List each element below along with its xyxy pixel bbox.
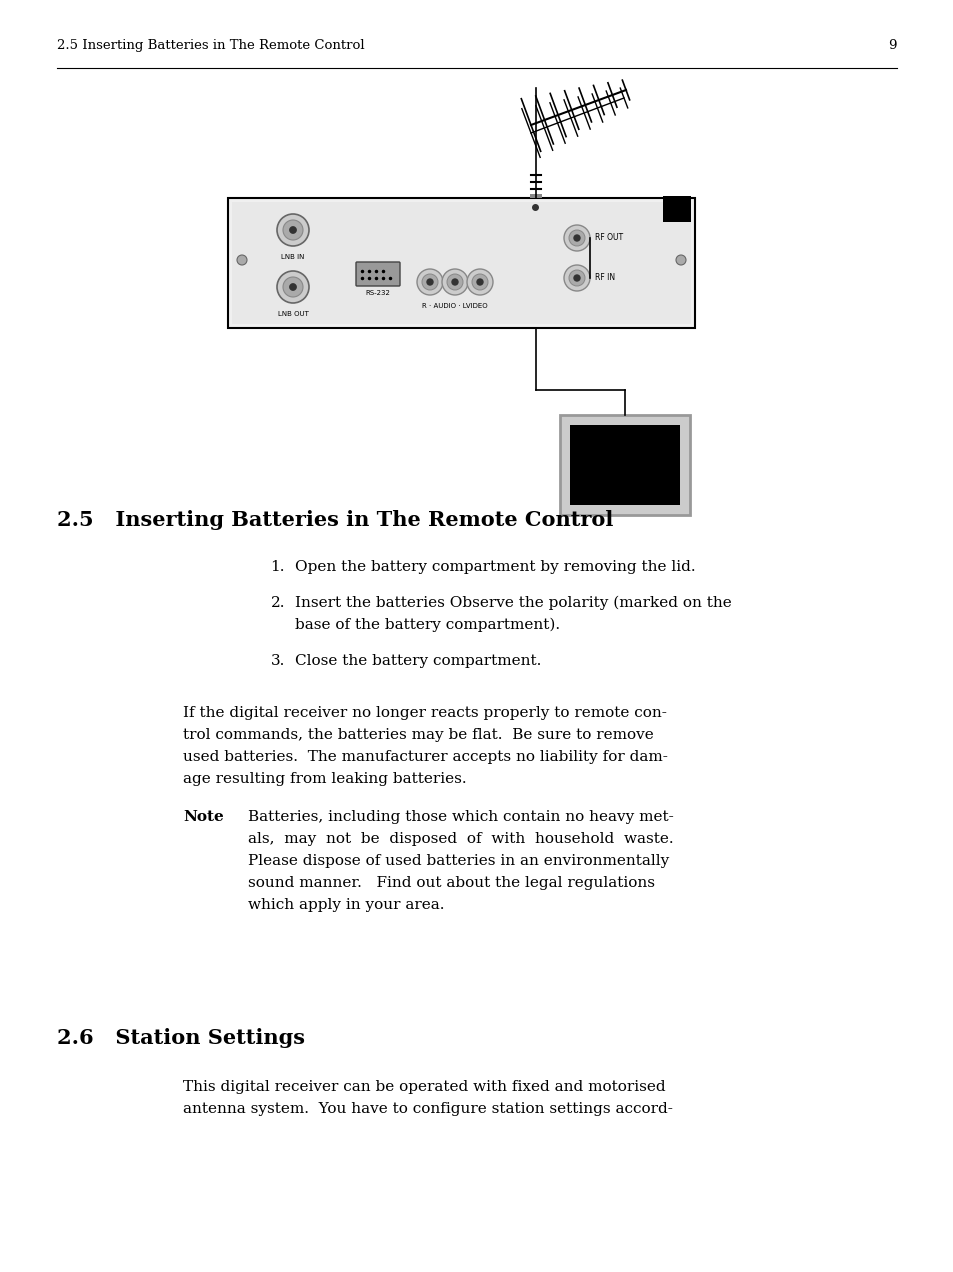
Circle shape: [574, 235, 579, 240]
Bar: [662, 196, 690, 223]
Circle shape: [441, 268, 468, 295]
Text: base of the battery compartment).: base of the battery compartment).: [294, 618, 559, 632]
Circle shape: [563, 265, 589, 291]
Bar: [569, 425, 679, 505]
Text: age resulting from leaking batteries.: age resulting from leaking batteries.: [183, 772, 466, 786]
Text: 2.5 Inserting Batteries in The Remote Control: 2.5 Inserting Batteries in The Remote Co…: [57, 39, 364, 52]
Bar: [530, 195, 541, 198]
Circle shape: [472, 273, 488, 290]
Circle shape: [476, 279, 482, 285]
Bar: [559, 415, 689, 515]
Circle shape: [416, 268, 442, 295]
Text: This digital receiver can be operated with fixed and motorised: This digital receiver can be operated wi…: [183, 1080, 665, 1094]
Circle shape: [289, 226, 296, 234]
Text: RS-232: RS-232: [365, 290, 390, 296]
Text: Batteries, including those which contain no heavy met-: Batteries, including those which contain…: [248, 810, 673, 824]
Circle shape: [563, 225, 589, 251]
Circle shape: [452, 279, 457, 285]
Circle shape: [427, 279, 433, 285]
Circle shape: [421, 273, 437, 290]
Circle shape: [467, 268, 493, 295]
Text: LNB IN: LNB IN: [281, 254, 304, 259]
Text: als,  may  not  be  disposed  of  with  household  waste.: als, may not be disposed of with househo…: [248, 832, 673, 846]
Bar: [228, 198, 695, 328]
Circle shape: [568, 270, 584, 286]
Text: Please dispose of used batteries in an environmentally: Please dispose of used batteries in an e…: [248, 854, 669, 868]
Text: RF OUT: RF OUT: [595, 234, 622, 243]
Circle shape: [676, 254, 685, 265]
Text: sound manner.   Find out about the legal regulations: sound manner. Find out about the legal r…: [248, 876, 655, 890]
Text: 9: 9: [887, 39, 896, 52]
Text: R · AUDIO · LVIDEO: R · AUDIO · LVIDEO: [422, 303, 487, 309]
Circle shape: [276, 214, 309, 245]
Text: 1.: 1.: [271, 560, 285, 574]
Text: Close the battery compartment.: Close the battery compartment.: [294, 654, 540, 668]
Text: 2.5   Inserting Batteries in The Remote Control: 2.5 Inserting Batteries in The Remote Co…: [57, 510, 613, 530]
Text: Note: Note: [183, 810, 224, 824]
Text: 2.: 2.: [271, 597, 285, 611]
Circle shape: [283, 277, 303, 296]
Text: trol commands, the batteries may be flat.  Be sure to remove: trol commands, the batteries may be flat…: [183, 728, 653, 742]
Text: antenna system.  You have to configure station settings accord-: antenna system. You have to configure st…: [183, 1102, 672, 1116]
Circle shape: [276, 271, 309, 303]
Text: Open the battery compartment by removing the lid.: Open the battery compartment by removing…: [294, 560, 695, 574]
Circle shape: [568, 230, 584, 245]
FancyBboxPatch shape: [355, 262, 399, 286]
Circle shape: [283, 220, 303, 240]
Text: RF IN: RF IN: [595, 273, 615, 282]
Text: Insert the batteries Observe the polarity (marked on the: Insert the batteries Observe the polarit…: [294, 597, 731, 611]
Text: LNB OUT: LNB OUT: [277, 310, 308, 317]
Bar: [232, 202, 690, 324]
Circle shape: [574, 275, 579, 281]
Text: which apply in your area.: which apply in your area.: [248, 898, 444, 912]
Circle shape: [289, 284, 296, 290]
Circle shape: [236, 254, 247, 265]
Text: 3.: 3.: [271, 654, 285, 668]
Text: 2.6   Station Settings: 2.6 Station Settings: [57, 1028, 305, 1048]
Text: If the digital receiver no longer reacts properly to remote con-: If the digital receiver no longer reacts…: [183, 706, 666, 720]
Text: used batteries.  The manufacturer accepts no liability for dam-: used batteries. The manufacturer accepts…: [183, 750, 667, 764]
Circle shape: [447, 273, 462, 290]
